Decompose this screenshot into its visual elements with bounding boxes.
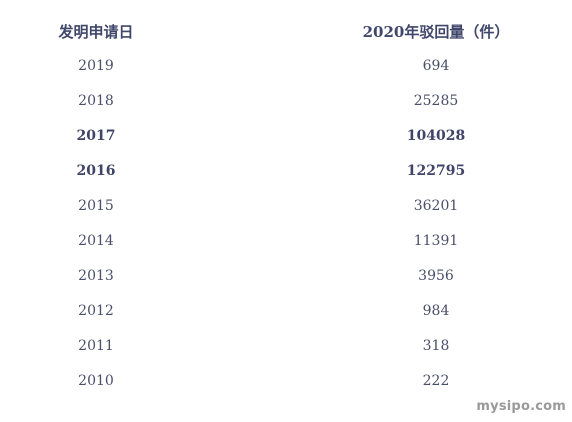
count-cell: 25285 (413, 93, 459, 109)
count-cell: 222 (422, 373, 450, 389)
table-row: 2015 36201 (0, 189, 572, 224)
count-cell: 122795 (406, 163, 466, 179)
year-cell: 2016 (76, 163, 116, 179)
watermark: mysipo.com (476, 399, 566, 414)
year-cell: 2011 (78, 338, 114, 354)
header-rejection-count: 2020年驳回量（件） (362, 23, 510, 41)
table-row: 2018 25285 (0, 84, 572, 119)
table-row: 2010 222 (0, 364, 572, 399)
header-application-date: 发明申请日 (58, 23, 134, 41)
table-row: 2013 3956 (0, 259, 572, 294)
count-cell: 984 (422, 303, 450, 319)
year-cell: 2019 (78, 58, 114, 74)
table-row: 2014 11391 (0, 224, 572, 259)
year-cell: 2017 (76, 128, 116, 144)
count-cell: 104028 (406, 128, 466, 144)
count-cell: 694 (422, 58, 450, 74)
year-cell: 2015 (78, 198, 114, 214)
count-cell: 36201 (413, 198, 459, 214)
year-cell: 2012 (78, 303, 114, 319)
table-row-highlighted: 2017 104028 (0, 119, 572, 154)
year-cell: 2018 (78, 93, 114, 109)
count-cell: 3956 (418, 268, 454, 284)
table-row: 2011 318 (0, 329, 572, 364)
year-cell: 2013 (78, 268, 114, 284)
year-cell: 2014 (78, 233, 114, 249)
year-cell: 2010 (78, 373, 114, 389)
table-row: 2019 694 (0, 49, 572, 84)
count-cell: 318 (422, 338, 450, 354)
rejection-table: 发明申请日 2020年驳回量（件） 2019 694 2018 25285 20… (0, 14, 572, 399)
table-header-row: 发明申请日 2020年驳回量（件） (0, 14, 572, 49)
table-row-highlighted: 2016 122795 (0, 154, 572, 189)
table-row: 2012 984 (0, 294, 572, 329)
count-cell: 11391 (413, 233, 459, 249)
